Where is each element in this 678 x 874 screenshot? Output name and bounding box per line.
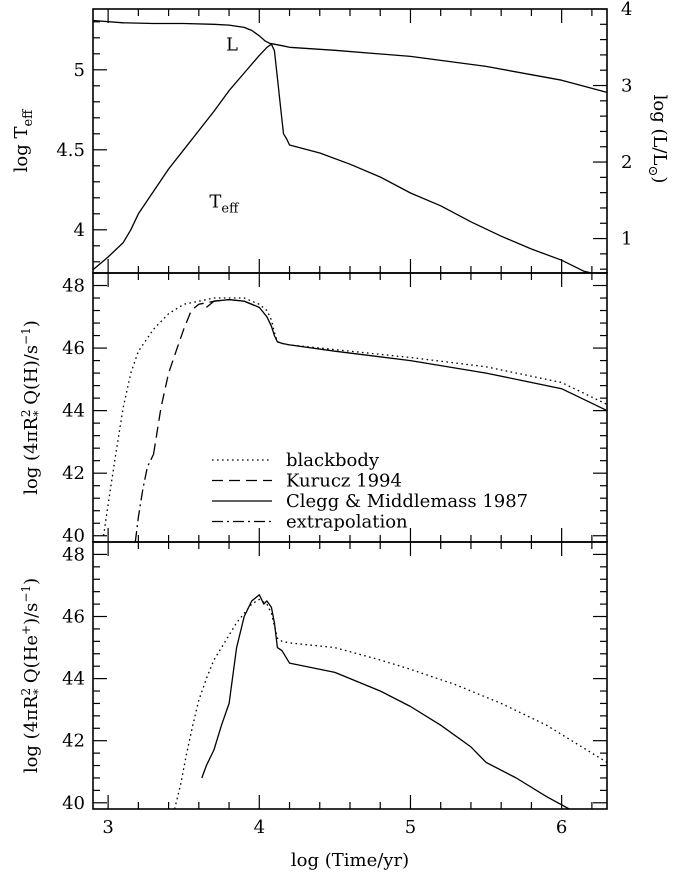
x-tick-label: 6 — [556, 817, 567, 838]
x-tick-label: 4 — [254, 817, 265, 838]
legend-label: Clegg & Middlemass 1987 — [286, 491, 528, 512]
y-tick-label: 48 — [62, 276, 85, 297]
legend-label: extrapolation — [286, 512, 408, 533]
series-kurucz-1994 — [152, 298, 260, 455]
series-blackbody — [102, 297, 608, 536]
x-tick-label: 5 — [405, 817, 416, 838]
y-tick-label: 42 — [62, 463, 85, 484]
y-tick-label-right: 1 — [621, 229, 632, 250]
y-tick-label: 46 — [62, 338, 85, 359]
series-clegg-middlemass-1987 — [205, 298, 608, 412]
series-top-0 — [92, 19, 608, 94]
y-tick-label: 46 — [62, 607, 85, 628]
y-tick-label: 40 — [62, 526, 85, 547]
y-axis-label-right: log (L/L⊙) — [645, 95, 670, 184]
series-top-1 — [92, 43, 593, 274]
y-tick-label: 42 — [62, 731, 85, 752]
y-tick-label: 4.5 — [56, 140, 85, 161]
annotation-label: Teff — [209, 191, 240, 216]
y-axis-label-middle: log (4πR2* Q(H)/s−1) — [19, 320, 45, 495]
y-tick-label-right: 3 — [621, 76, 632, 97]
y-tick-label: 44 — [62, 401, 85, 422]
y-axis-label-top: log Teff — [11, 108, 36, 173]
panel-top: 4 4.5 5 1 2 3 4 L Teff log Teff log (L/L⊙) — [11, 0, 670, 274]
annotation-label: L — [226, 35, 238, 56]
series-blackbody — [173, 598, 608, 810]
y-tick-label: 48 — [62, 544, 85, 565]
series-extrapolation — [134, 454, 155, 543]
y-tick-label-right: 2 — [621, 152, 632, 173]
panel-bottom: 40 42 44 46 48 3 4 5 6 log (4πR2* Q(He+)/s−1) log … — [19, 541, 608, 871]
y-tick-label: 4 — [74, 220, 85, 241]
y-axis-label-bottom: log (4πR2* Q(He+)/s−1) — [19, 578, 45, 773]
legend-label: Kurucz 1994 — [286, 471, 402, 492]
y-tick-label-right: 4 — [621, 0, 632, 20]
x-axis-label: log (Time/yr) — [291, 850, 409, 871]
plot-frame-top — [92, 8, 608, 274]
series-clegg-middlemass-1987 — [201, 594, 570, 810]
plot-frame-bottom — [92, 541, 608, 810]
y-tick-label: 44 — [62, 669, 85, 690]
y-tick-label: 40 — [62, 793, 85, 814]
legend-label: blackbody — [286, 450, 380, 471]
y-tick-label: 5 — [74, 60, 85, 81]
x-tick-label: 3 — [102, 817, 113, 838]
